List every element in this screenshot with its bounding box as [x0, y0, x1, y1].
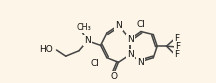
Text: F: F: [174, 34, 179, 43]
Text: Cl: Cl: [91, 59, 100, 68]
Text: HO: HO: [40, 45, 53, 55]
Text: Cl: Cl: [137, 20, 145, 29]
Text: N: N: [138, 58, 144, 67]
Text: N: N: [127, 35, 133, 44]
Text: N: N: [115, 21, 122, 30]
Text: N: N: [84, 36, 91, 45]
Text: CH₃: CH₃: [76, 23, 91, 32]
Text: F: F: [176, 42, 181, 51]
Text: F: F: [174, 50, 179, 59]
Text: O: O: [110, 72, 117, 81]
Text: N: N: [127, 50, 133, 59]
